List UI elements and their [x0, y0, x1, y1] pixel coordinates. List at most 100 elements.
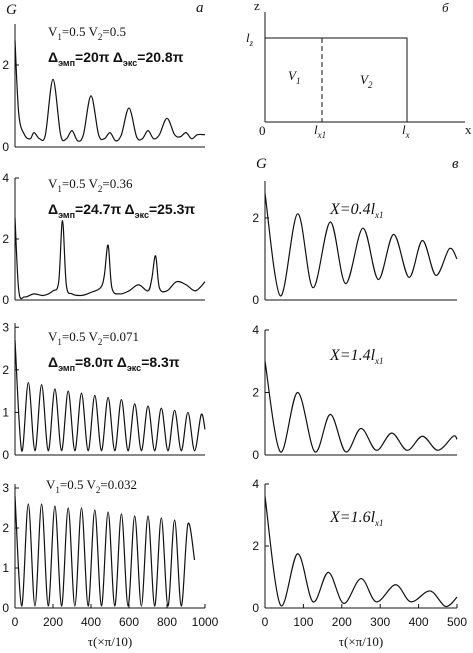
- annotation-subscript: 1: [57, 184, 62, 194]
- annotation-subscript: 2: [98, 184, 103, 194]
- panel-label: б: [442, 0, 449, 15]
- annotation-subscript: эмп: [58, 363, 75, 373]
- x-tick-label: 500: [447, 615, 467, 629]
- y-tick-label: 3: [2, 320, 9, 334]
- annotation-text: =0.032: [100, 477, 137, 492]
- lx1-main: l: [314, 122, 318, 137]
- annotation-text: =8.0π Δ: [75, 354, 127, 370]
- annotation-subscript: эмп: [58, 58, 75, 68]
- annotation-text: V: [48, 24, 58, 39]
- y-axis-title: G: [256, 156, 267, 172]
- annotation-text: =20π Δ: [75, 49, 123, 65]
- x-axis-title: τ(×π/10): [339, 634, 383, 649]
- annotation-text: X=1.6l: [329, 509, 376, 526]
- annotation: Δэмп=8.0π Δэкс=8.3π: [48, 354, 180, 373]
- annotation-text: =0.5 V: [62, 176, 99, 191]
- lx-main: l: [402, 122, 406, 137]
- v2-main: V: [360, 72, 370, 87]
- annotation-text: =20.8π: [137, 49, 183, 65]
- y-tick-label: 2: [2, 58, 9, 72]
- x-tick-label: 400: [409, 615, 429, 629]
- data-line: [14, 40, 206, 142]
- annotation-text: =0.071: [102, 329, 139, 344]
- data-line: [14, 495, 196, 607]
- y-tick-label: 0: [252, 293, 259, 307]
- domain-box: [265, 37, 408, 122]
- annotation: V1=0.5 V2=0.36: [48, 176, 133, 194]
- y-tick-label: 4: [252, 477, 259, 491]
- x-tick-label: 800: [157, 615, 177, 629]
- annotation: Δэмп=24.7π Δэкс=25.3π: [48, 201, 195, 220]
- v1-main: V: [288, 68, 298, 83]
- annotation-text: Δ: [48, 201, 58, 217]
- x-tick-label: 100: [293, 615, 313, 629]
- x-tick-label: 0: [262, 615, 269, 629]
- x-tick-label: 200: [332, 615, 352, 629]
- annotation: X=0.4lx1: [329, 201, 384, 220]
- lz-main: l: [246, 30, 250, 45]
- y-tick-label: 4: [2, 171, 9, 185]
- x-tick-label: 600: [119, 615, 139, 629]
- y-tick-label: 0: [2, 448, 9, 462]
- y-tick-label: 3: [2, 481, 9, 495]
- lz-label: lz: [246, 30, 254, 48]
- annotation-subscript: 1: [55, 485, 60, 495]
- y-tick-label: 0: [2, 293, 9, 307]
- axis-z-label: z: [254, 0, 260, 13]
- y-tick-label: 2: [2, 363, 9, 377]
- x-tick-label: 300: [370, 615, 390, 629]
- data-line: [264, 496, 458, 608]
- x-tick-label: 400: [81, 615, 101, 629]
- lz-sub: z: [249, 38, 254, 48]
- y-tick-label: 1: [2, 561, 9, 575]
- origin-label: 0: [259, 123, 266, 138]
- lx1-label: lx1: [314, 122, 326, 140]
- lx-label: lx: [402, 122, 410, 140]
- annotation-text: X=0.4l: [329, 201, 376, 218]
- annotation: V1=0.5 V2=0.071: [48, 329, 139, 347]
- annotation-text: =24.7π Δ: [75, 201, 135, 217]
- annotation-subscript: 2: [98, 337, 103, 347]
- lx-sub: x: [405, 130, 410, 140]
- y-tick-label: 4: [252, 323, 259, 337]
- annotation-text: Δ: [48, 354, 58, 370]
- annotation-subscript: x1: [374, 356, 384, 366]
- annotation-subscript: 2: [98, 32, 103, 42]
- v2-label: V2: [360, 72, 373, 90]
- v1-sub: 1: [296, 76, 301, 86]
- lx1-sub: x1: [317, 130, 327, 140]
- annotation-subscript: экс: [127, 363, 141, 373]
- annotation-text: =0.36: [102, 176, 133, 191]
- annotation-text: =0.5 V: [60, 477, 97, 492]
- annotation-subscript: экс: [123, 58, 137, 68]
- y-tick-label: 0: [2, 140, 9, 154]
- y-axis-title: G: [6, 2, 17, 18]
- axis-x-label: x: [465, 122, 472, 137]
- v1-label: V1: [288, 68, 300, 86]
- annotation: V1=0.5 V2=0.032: [46, 477, 137, 495]
- annotation-text: =0.5: [102, 24, 126, 39]
- x-tick-label: 1000: [192, 615, 219, 629]
- y-tick-label: 2: [252, 386, 259, 400]
- annotation-subscript: экс: [135, 210, 149, 220]
- annotation-subscript: эмп: [58, 210, 75, 220]
- diagram: z x 0 б lz lx1 lx V1 V2: [246, 0, 472, 140]
- annotation: V1=0.5 V2=0.5: [48, 24, 126, 42]
- annotation-text: Δ: [48, 49, 58, 65]
- data-line: [264, 361, 458, 453]
- annotation: X=1.4lx1: [329, 347, 384, 366]
- annotation-subscript: 1: [57, 337, 62, 347]
- v2-sub: 2: [368, 80, 373, 90]
- annotation-text: V: [48, 329, 58, 344]
- y-tick-label: 2: [252, 211, 259, 225]
- x-tick-label: 200: [43, 615, 63, 629]
- annotation-text: V: [48, 176, 58, 191]
- data-line: [264, 193, 458, 297]
- annotation-text: =0.5 V: [62, 329, 99, 344]
- data-line: [14, 217, 206, 300]
- annotation: X=1.6lx1: [329, 509, 384, 528]
- annotation-subscript: 1: [57, 32, 62, 42]
- y-tick-label: 0: [2, 601, 9, 615]
- data-line: [14, 339, 206, 452]
